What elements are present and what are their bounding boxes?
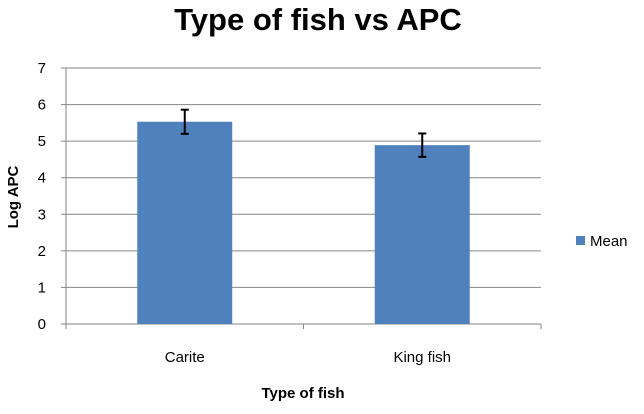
y-tick-labels: 0 1 2 3 4 5 6 7 [38, 60, 66, 333]
bars [137, 121, 470, 324]
error-bar [418, 132, 427, 158]
y-tick-label: 6 [38, 97, 46, 114]
y-tick-label: 4 [38, 170, 46, 187]
x-axis-title: Type of fish [261, 385, 344, 402]
legend-swatch-mean [576, 236, 585, 245]
y-tick-label: 2 [38, 243, 46, 260]
legend: Mean [576, 233, 628, 250]
x-tick-label: Carite [165, 349, 205, 366]
y-tick-label: 1 [38, 279, 46, 296]
error-bar [180, 108, 189, 135]
y-tick-label: 3 [38, 206, 46, 223]
chart-title: Type of fish vs APC [174, 2, 462, 37]
y-tick-label: 0 [38, 316, 46, 333]
bar-king-fish [374, 145, 470, 324]
y-axis-title: Log APC [5, 165, 22, 228]
legend-label-mean: Mean [590, 233, 628, 250]
bar-carite [137, 121, 233, 324]
error-bars [180, 108, 427, 158]
y-tick-label: 5 [38, 133, 46, 150]
x-tick-labels: Carite King fish [65, 324, 542, 366]
y-tick-label: 7 [38, 60, 46, 77]
x-tick-label: King fish [393, 349, 451, 366]
